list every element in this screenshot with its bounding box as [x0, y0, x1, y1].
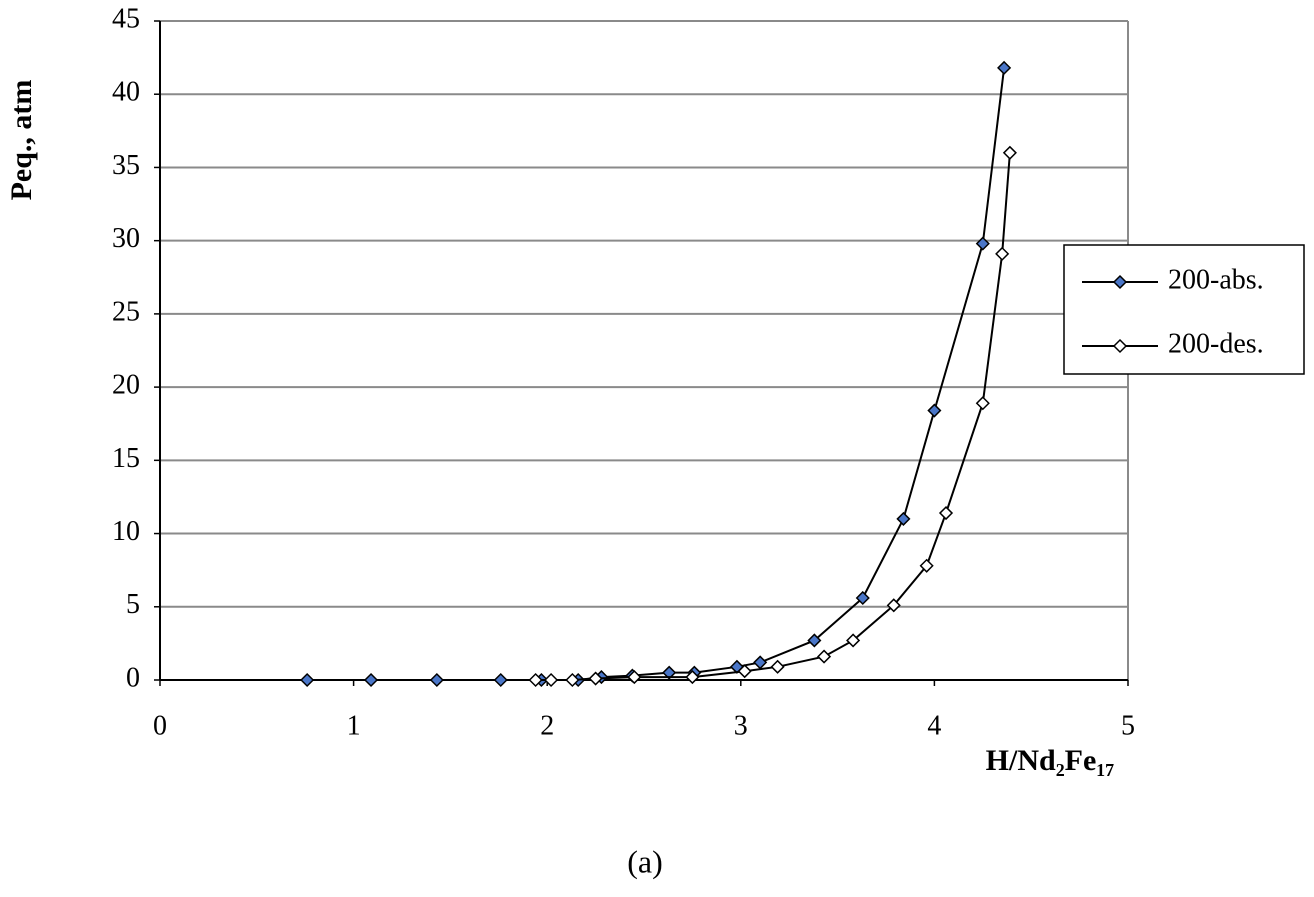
marker	[855, 590, 870, 606]
caption: (a)	[627, 843, 663, 879]
y-tick-label: 15	[112, 443, 140, 474]
marker	[544, 672, 559, 688]
marker	[662, 665, 677, 680]
marker	[1002, 145, 1017, 160]
marker	[927, 403, 942, 418]
x-tick-label: 3	[734, 710, 748, 741]
marker	[807, 633, 822, 648]
legend-marker	[1112, 274, 1128, 290]
marker	[565, 672, 580, 688]
y-tick-label: 35	[112, 150, 140, 181]
y-tick-label: 0	[126, 662, 140, 693]
marker	[919, 558, 934, 573]
legend-label: 200-des.	[1168, 328, 1264, 359]
y-tick-label: 20	[112, 370, 140, 401]
x-axis-label: H/Nd₂Fe₁₇	[986, 744, 1115, 777]
x-tick-label: 0	[153, 710, 167, 741]
marker	[975, 396, 990, 411]
legend-box	[1063, 244, 1305, 375]
y-tick-label: 25	[112, 296, 140, 327]
x-tick-label: 1	[347, 710, 361, 741]
y-tick-label: 45	[112, 3, 140, 34]
marker	[997, 60, 1012, 75]
legend-label: 200-abs.	[1168, 264, 1264, 295]
y-tick-label: 10	[112, 516, 140, 547]
marker	[753, 655, 768, 670]
marker	[995, 246, 1010, 261]
x-tick-label: 5	[1121, 710, 1135, 741]
x-tick-label: 4	[927, 710, 941, 741]
marker	[938, 505, 954, 521]
marker	[429, 672, 444, 688]
y-tick-label: 30	[112, 223, 140, 254]
y-axis-label: Peq., atm	[5, 80, 38, 201]
marker	[685, 670, 700, 685]
x-tick-label: 2	[540, 710, 554, 741]
marker	[886, 598, 901, 613]
marker	[627, 670, 642, 685]
marker	[975, 236, 990, 251]
marker	[770, 659, 785, 674]
y-tick-label: 5	[126, 589, 140, 620]
series-line	[307, 67, 1006, 681]
marker	[816, 649, 832, 664]
series-line	[535, 152, 1011, 681]
marker	[300, 672, 315, 688]
marker	[896, 511, 911, 526]
marker	[493, 672, 508, 688]
marker	[846, 633, 861, 648]
marker	[528, 672, 543, 688]
marker	[588, 671, 603, 686]
legend-marker	[1112, 338, 1128, 354]
marker	[363, 672, 379, 688]
marker	[737, 664, 752, 679]
y-tick-label: 40	[112, 77, 140, 108]
